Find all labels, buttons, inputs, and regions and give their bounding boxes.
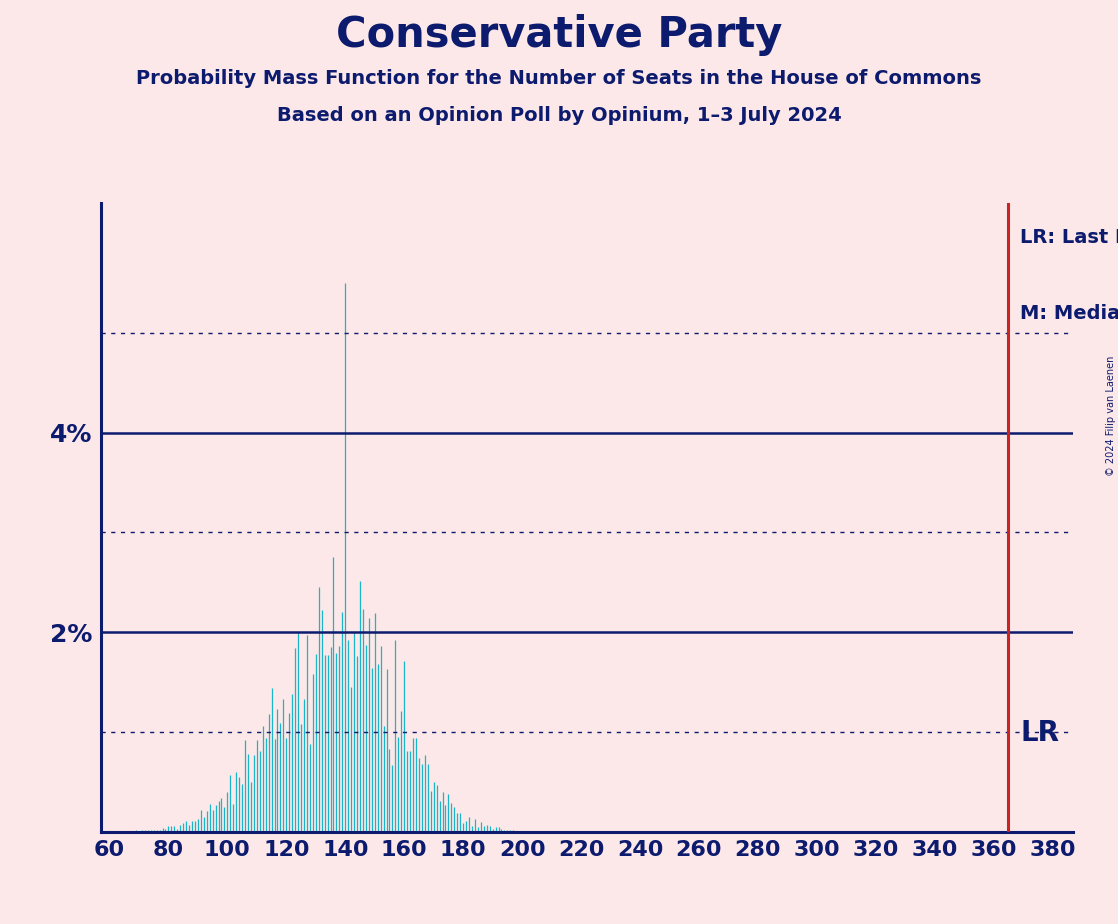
Text: © 2024 Filip van Laenen: © 2024 Filip van Laenen — [1106, 356, 1116, 476]
Text: Conservative Party: Conservative Party — [335, 14, 783, 55]
Text: Probability Mass Function for the Number of Seats in the House of Commons: Probability Mass Function for the Number… — [136, 69, 982, 89]
Text: LR: Last Result: LR: Last Result — [1021, 228, 1118, 248]
Text: Based on an Opinion Poll by Opinium, 1–3 July 2024: Based on an Opinion Poll by Opinium, 1–3… — [276, 106, 842, 126]
Text: LR: LR — [1021, 719, 1059, 747]
Text: M: Median: M: Median — [1021, 304, 1118, 322]
